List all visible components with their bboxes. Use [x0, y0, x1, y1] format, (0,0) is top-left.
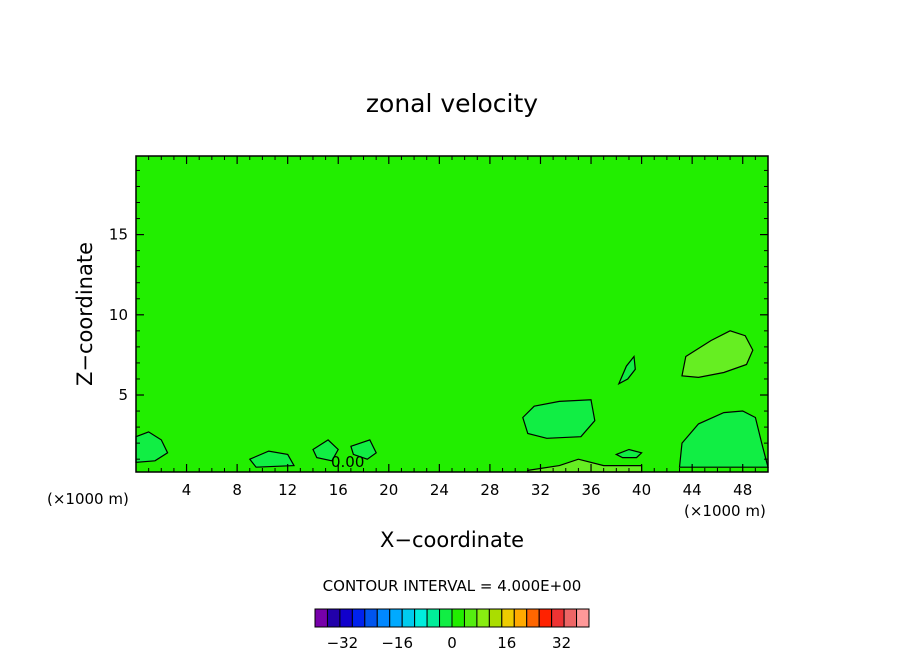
colorbar-swatch — [376, 608, 391, 628]
colorbar-swatch — [526, 608, 540, 628]
contour-region-7 — [312, 439, 339, 462]
colorbar-tick-label: −16 — [381, 634, 413, 652]
x-tick-label: 32 — [531, 481, 550, 499]
x-tick-label: 48 — [733, 481, 752, 499]
colorbar-swatch — [538, 608, 553, 628]
x-tick-label: 20 — [379, 481, 398, 499]
x-axis-ticks: 4 8 12 16 20 24 28 32 36 40 44 48 — [148, 156, 756, 499]
colorbar-swatch — [576, 608, 590, 628]
x-tick-label: 12 — [278, 481, 297, 499]
contour-region-2 — [522, 399, 596, 439]
x-unit-right: (×1000 m) — [684, 502, 766, 520]
y-tick-label: 15 — [109, 226, 128, 244]
contour-region-6 — [614, 448, 643, 459]
colorbar: −32 −16 0 16 32 — [314, 608, 590, 652]
colorbar-tick-label: 32 — [552, 634, 571, 652]
colorbar-swatch — [563, 608, 578, 628]
colorbar-swatch — [339, 608, 353, 628]
x-tick-label: 36 — [581, 481, 600, 499]
colorbar-tick-label: 16 — [497, 634, 516, 652]
colorbar-swatch — [326, 608, 341, 628]
x-tick-label: 4 — [182, 481, 192, 499]
colorbar-swatch — [451, 608, 465, 628]
y-axis-label: Z−coordinate — [73, 242, 97, 386]
colorbar-swatch — [401, 608, 416, 628]
colorbar-tick-label: 0 — [447, 634, 457, 652]
colorbar-swatch — [314, 608, 328, 628]
colorbar-swatch — [439, 608, 453, 628]
contour-line-label: 0.00 — [331, 453, 364, 471]
x-tick-label: 8 — [232, 481, 242, 499]
contour-regions — [135, 330, 769, 473]
colorbar-swatch — [513, 608, 528, 628]
contour-region-3 — [678, 410, 769, 468]
y-axis-ticks: 5 10 15 — [109, 169, 768, 460]
x-tick-label: 44 — [683, 481, 702, 499]
x-tick-label: 28 — [480, 481, 499, 499]
y-tick-label: 5 — [118, 386, 128, 404]
colorbar-swatch — [426, 608, 441, 628]
colorbar-tick-label: −32 — [327, 634, 359, 652]
x-tick-label: 16 — [329, 481, 348, 499]
colorbar-swatch — [501, 608, 515, 628]
x-unit-left: (×1000 m) — [47, 490, 129, 508]
colorbar-swatch — [551, 608, 565, 628]
chart-title: zonal velocity — [366, 89, 538, 118]
x-tick-label: 40 — [632, 481, 651, 499]
y-tick-label: 10 — [109, 306, 128, 324]
colorbar-swatch — [351, 608, 366, 628]
colorbar-swatch — [463, 608, 478, 628]
contour-region-1 — [681, 330, 754, 379]
colorbar-swatch — [476, 608, 490, 628]
contour-region-5 — [617, 354, 636, 386]
contour-region-9 — [248, 450, 296, 468]
velocity-field-background — [136, 156, 768, 472]
colorbar-swatch — [389, 608, 403, 628]
colorbar-swatch — [364, 608, 378, 628]
contour-region-8 — [350, 439, 377, 460]
colorbar-swatch — [488, 608, 503, 628]
x-tick-label: 24 — [430, 481, 449, 499]
colorbar-swatch — [414, 608, 428, 628]
x-axis-label: X−coordinate — [380, 528, 524, 552]
contour-interval-text: CONTOUR INTERVAL = 4.000E+00 — [323, 577, 582, 595]
